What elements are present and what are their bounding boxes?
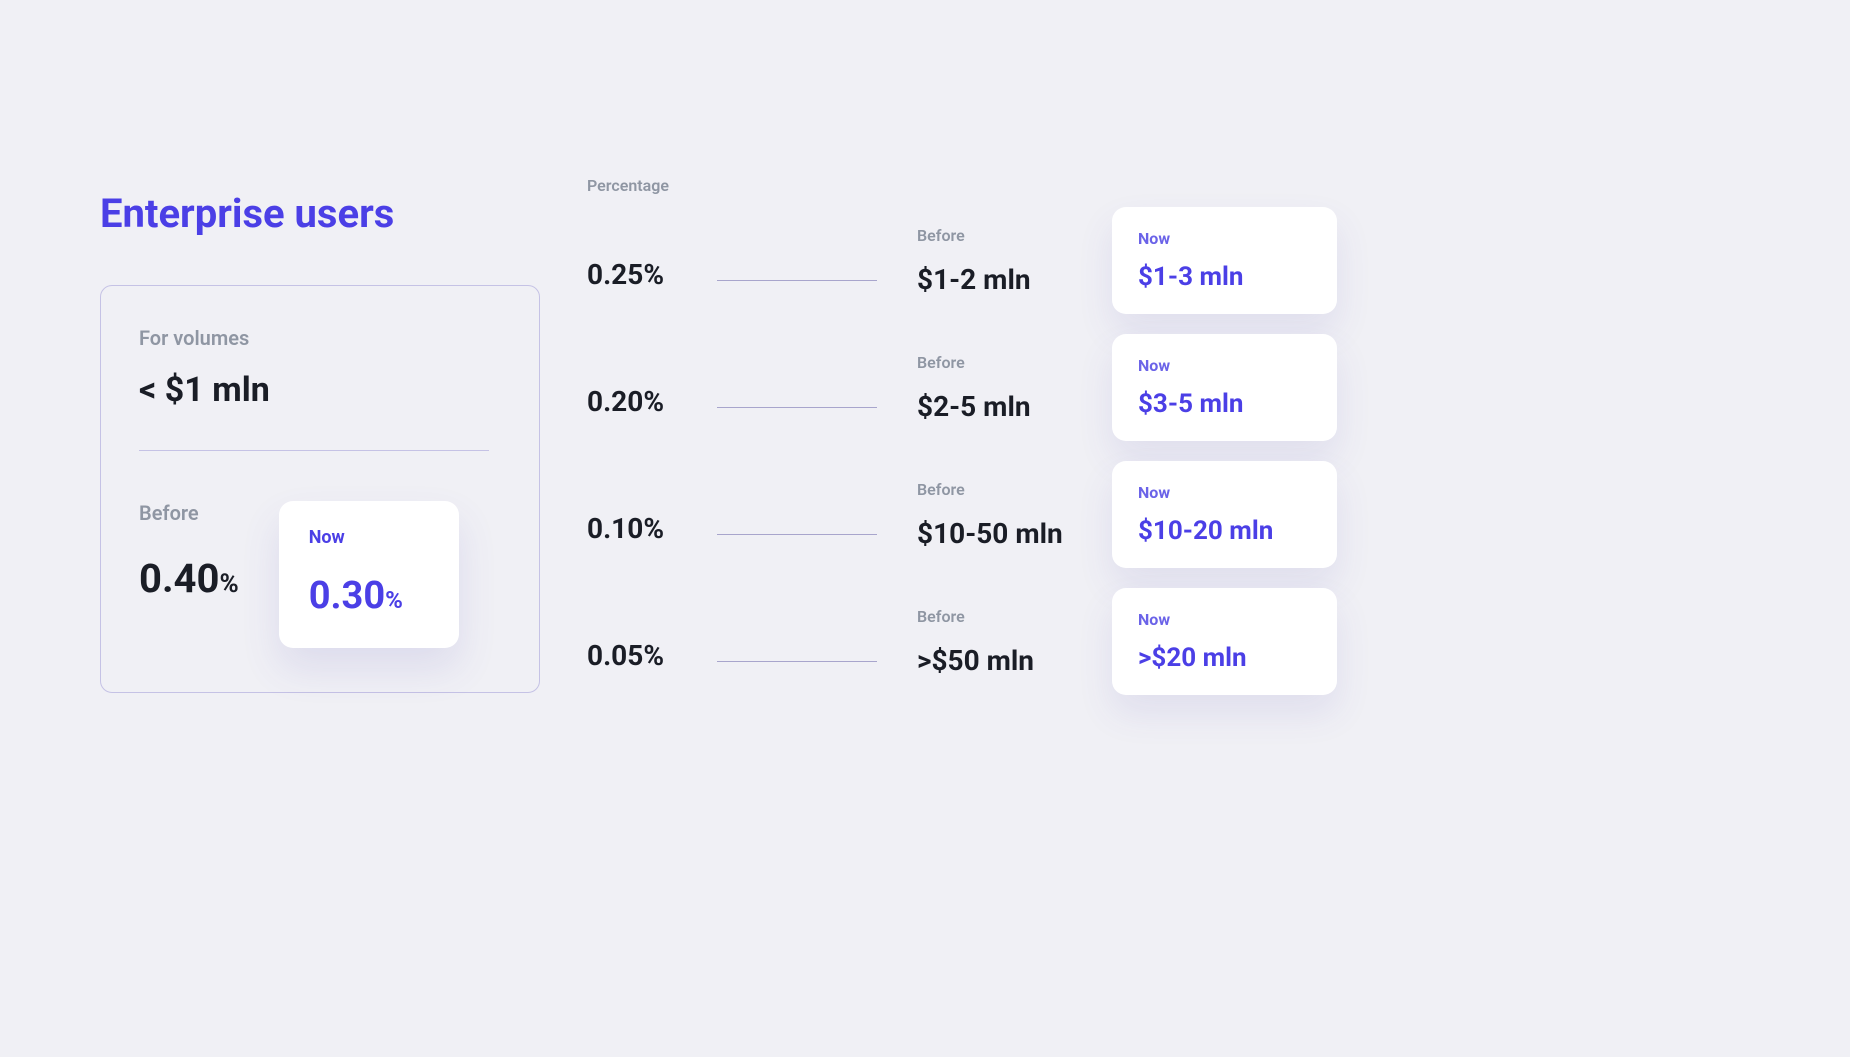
tier-now-label: Now bbox=[1138, 229, 1311, 248]
now-label: Now bbox=[309, 527, 429, 548]
now-number: 0.30 bbox=[309, 574, 385, 618]
tier-now-value: >$20 mln bbox=[1138, 643, 1311, 673]
tier-before-value: $1-2 mln bbox=[917, 263, 1112, 296]
tier-now-card: Now $3-5 mln bbox=[1112, 334, 1337, 441]
tier-before-label: Before bbox=[917, 480, 1112, 499]
tier-connector-line bbox=[717, 407, 877, 408]
tier-before-value: $10-50 mln bbox=[917, 517, 1112, 550]
tier-now-value: $3-5 mln bbox=[1138, 389, 1311, 419]
tiers-section: Percentage 0.25% Before $1-2 mln Now $1-… bbox=[587, 176, 1740, 711]
tier-row: 0.25% Before $1-2 mln Now $1-3 mln bbox=[587, 203, 1740, 318]
before-block: Before 0.40% bbox=[139, 501, 239, 602]
tier-now-label: Now bbox=[1138, 610, 1311, 629]
main-volume-card: For volumes < $1 mln Before 0.40% Now 0.… bbox=[100, 285, 540, 693]
tier-now-card: Now $1-3 mln bbox=[1112, 207, 1337, 314]
tier-connector-line bbox=[717, 661, 877, 662]
tier-row: 0.10% Before $10-50 mln Now $10-20 mln bbox=[587, 457, 1740, 572]
volume-label: For volumes bbox=[139, 326, 501, 350]
now-value: 0.30% bbox=[309, 574, 429, 618]
tier-before-value: >$50 mln bbox=[917, 644, 1112, 677]
before-now-row: Before 0.40% Now 0.30% bbox=[139, 501, 501, 648]
now-unit: % bbox=[385, 586, 403, 614]
page-container: Enterprise users For volumes < $1 mln Be… bbox=[0, 0, 1850, 1057]
before-label: Before bbox=[139, 501, 239, 525]
tier-row: 0.05% Before >$50 mln Now >$20 mln bbox=[587, 584, 1740, 699]
tier-before-block: Before $10-50 mln bbox=[917, 480, 1112, 550]
volume-value: < $1 mln bbox=[139, 370, 501, 410]
tier-before-block: Before $2-5 mln bbox=[917, 353, 1112, 423]
tier-before-label: Before bbox=[917, 607, 1112, 626]
tier-before-value: $2-5 mln bbox=[917, 390, 1112, 423]
tier-percentage: 0.10% bbox=[587, 512, 717, 545]
before-number: 0.40 bbox=[139, 555, 219, 602]
tier-percentage: 0.05% bbox=[587, 639, 717, 672]
tier-connector-line bbox=[717, 280, 877, 281]
card-divider bbox=[139, 450, 489, 451]
tier-percentage: 0.20% bbox=[587, 385, 717, 418]
before-unit: % bbox=[219, 569, 238, 599]
tier-now-value: $1-3 mln bbox=[1138, 262, 1311, 292]
tier-now-value: $10-20 mln bbox=[1138, 516, 1311, 546]
before-value: 0.40% bbox=[139, 555, 239, 602]
percentage-header: Percentage bbox=[587, 176, 717, 195]
tier-before-block: Before $1-2 mln bbox=[917, 226, 1112, 296]
tier-now-label: Now bbox=[1138, 483, 1311, 502]
tier-header: Percentage bbox=[587, 176, 1740, 195]
tier-now-card: Now $10-20 mln bbox=[1112, 461, 1337, 568]
tier-percentage: 0.25% bbox=[587, 258, 717, 291]
tier-row: 0.20% Before $2-5 mln Now $3-5 mln bbox=[587, 330, 1740, 445]
tier-now-label: Now bbox=[1138, 356, 1311, 375]
tier-now-card: Now >$20 mln bbox=[1112, 588, 1337, 695]
tier-before-label: Before bbox=[917, 353, 1112, 372]
tier-before-label: Before bbox=[917, 226, 1112, 245]
tier-connector-line bbox=[717, 534, 877, 535]
tier-before-block: Before >$50 mln bbox=[917, 607, 1112, 677]
now-card: Now 0.30% bbox=[279, 501, 459, 648]
